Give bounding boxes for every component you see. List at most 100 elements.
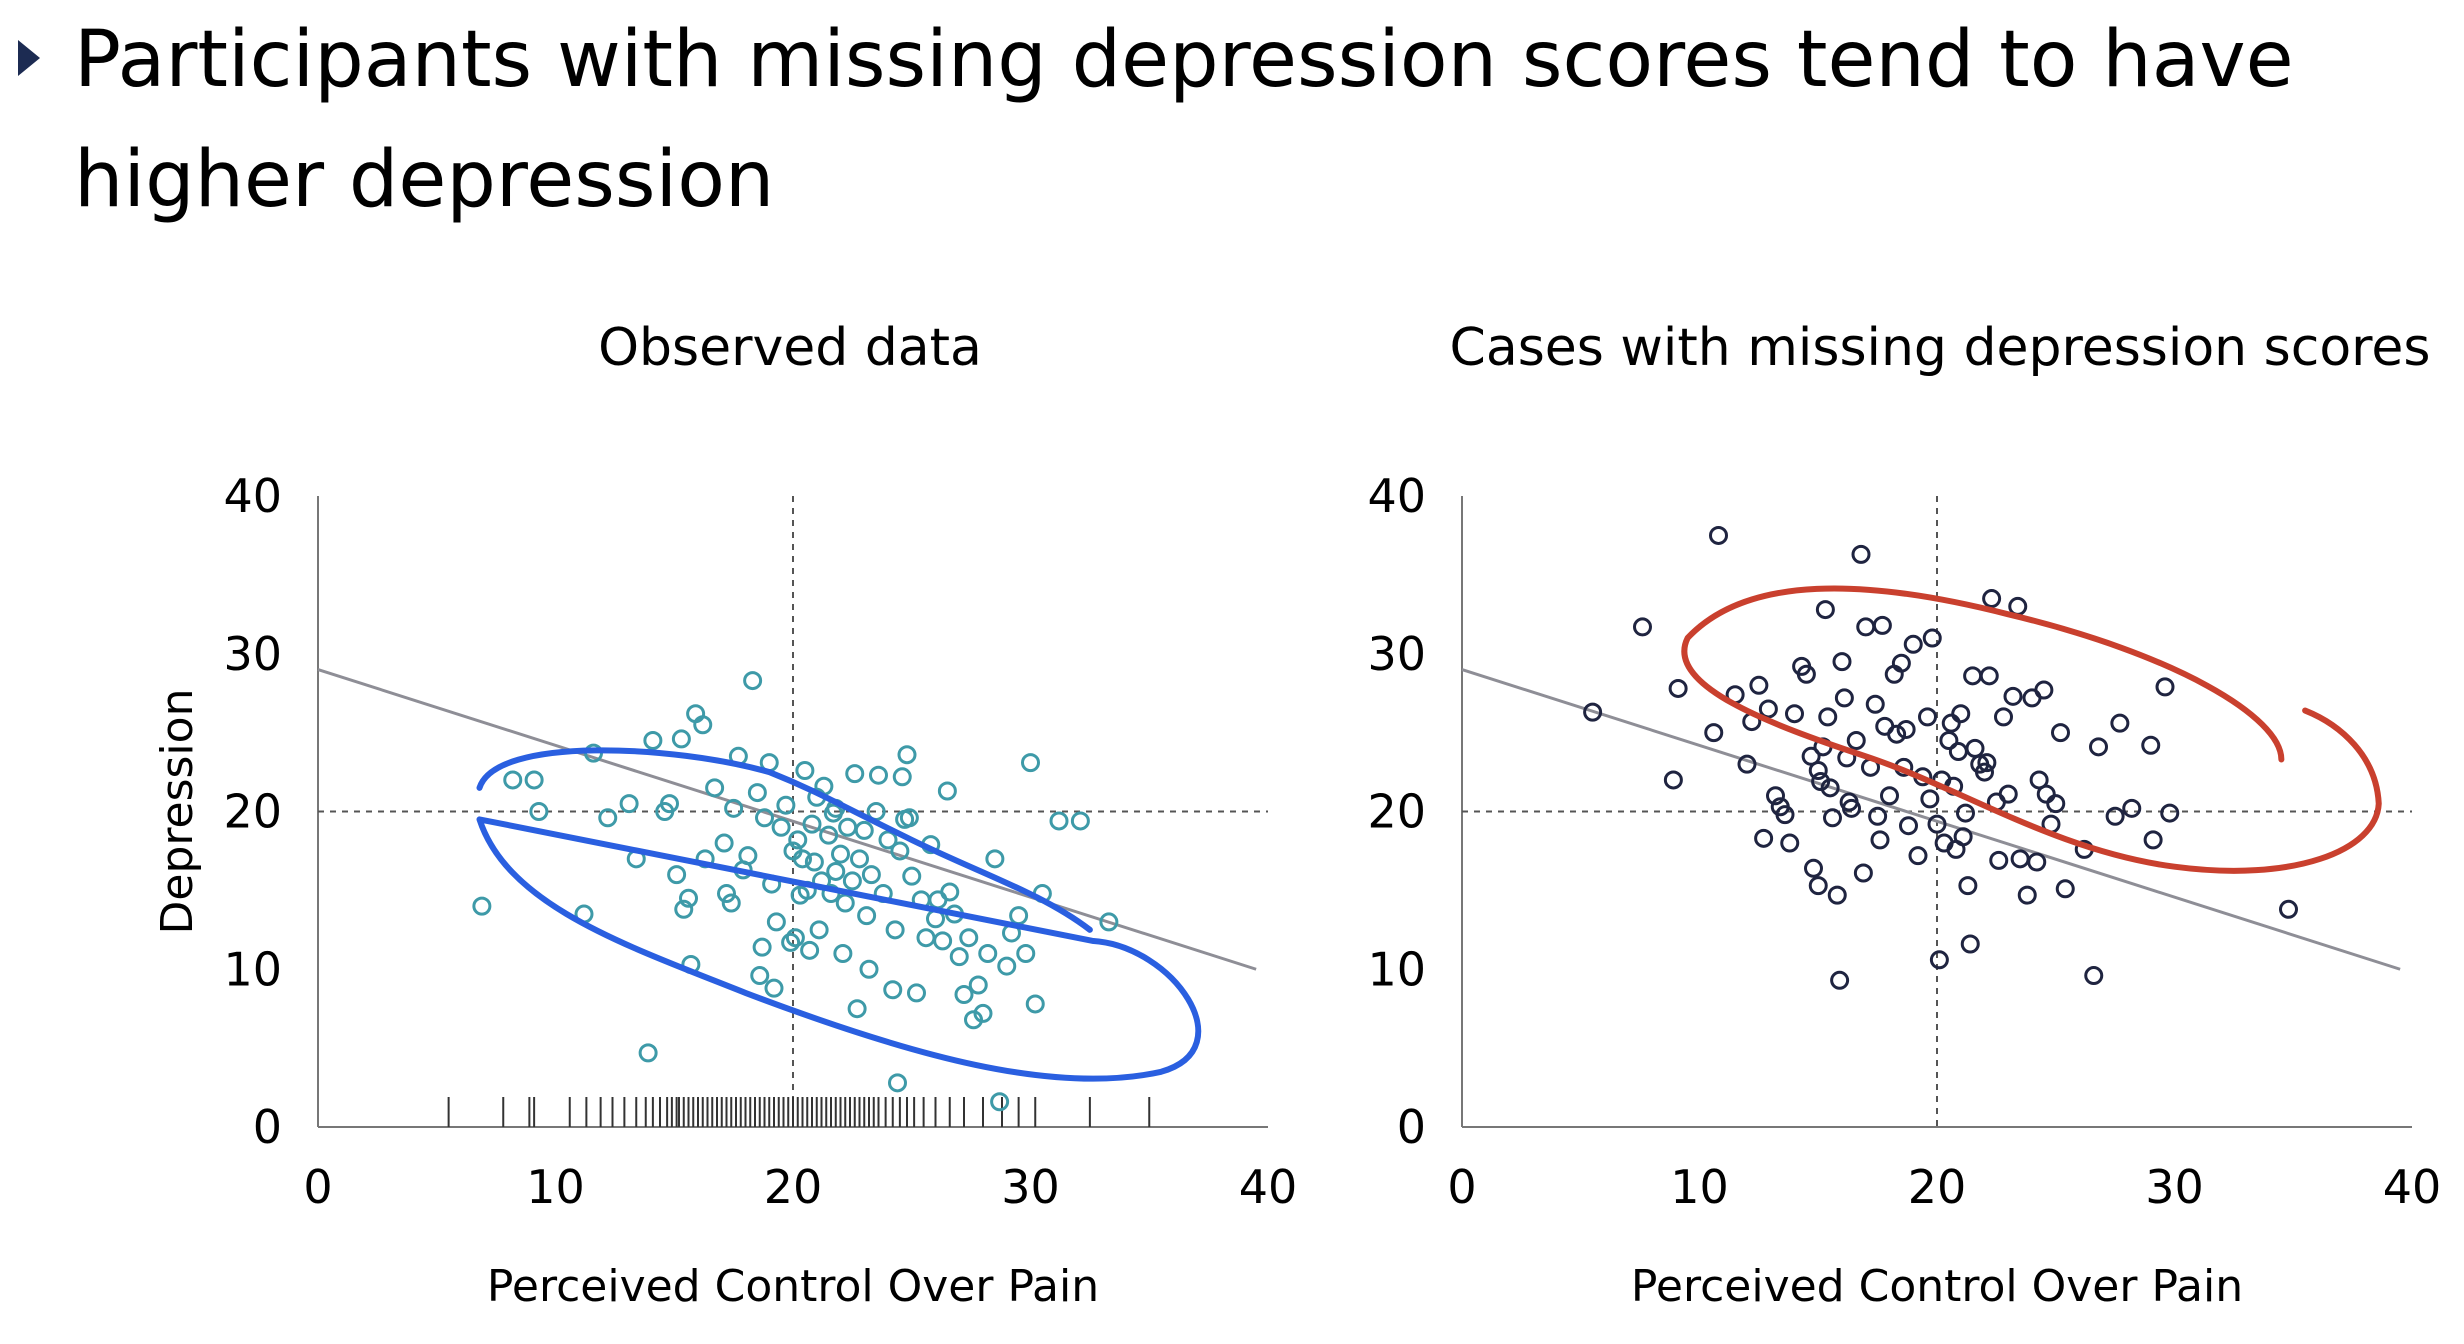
data-point xyxy=(907,983,926,1003)
data-point xyxy=(619,794,639,814)
data-point xyxy=(804,852,824,872)
data-point xyxy=(764,978,784,998)
data-point xyxy=(1818,707,1838,727)
data-point xyxy=(1960,934,1980,954)
data-point xyxy=(2017,885,2037,905)
data-point xyxy=(2034,680,2054,700)
data-point xyxy=(842,871,862,891)
data-point xyxy=(2122,798,2142,818)
data-point xyxy=(1804,858,1823,878)
data-point xyxy=(1963,666,1983,686)
data-point xyxy=(721,893,741,913)
data-point xyxy=(1908,846,1928,866)
data-point xyxy=(1704,723,1724,743)
data-point xyxy=(795,760,815,780)
data-point xyxy=(883,980,903,1000)
data-point xyxy=(2003,686,2023,706)
x-axis-label: Perceived Control Over Pain xyxy=(1631,1261,2243,1312)
data-point xyxy=(1811,772,1831,792)
data-point xyxy=(1827,885,1847,905)
x-tick-label: 30 xyxy=(2145,1160,2204,1214)
chart-title-observed: Observed data xyxy=(598,318,982,378)
data-point xyxy=(1820,778,1840,798)
data-point xyxy=(1775,805,1795,825)
data-point xyxy=(892,767,912,787)
data-point xyxy=(859,959,879,979)
data-point xyxy=(667,865,687,885)
data-point xyxy=(788,830,808,850)
data-point xyxy=(752,937,772,957)
data-point xyxy=(793,849,812,869)
annotation-ellipse-observed xyxy=(476,747,1202,1082)
data-point xyxy=(1796,664,1816,684)
data-point xyxy=(2141,735,2161,755)
chart-title-missing: Cases with missing depression scores xyxy=(1449,318,2431,378)
data-point xyxy=(1989,850,2009,870)
data-point xyxy=(679,888,698,908)
triangle-right-icon xyxy=(18,40,40,76)
data-point xyxy=(1785,704,1804,724)
data-point xyxy=(1668,678,1688,698)
data-point xyxy=(693,715,713,735)
data-point xyxy=(1899,816,1918,836)
data-point xyxy=(2046,794,2066,814)
data-point xyxy=(1920,789,1940,809)
data-point xyxy=(1737,754,1757,774)
data-point xyxy=(959,928,979,948)
data-point xyxy=(854,820,874,840)
data-point xyxy=(747,783,767,803)
data-point xyxy=(902,866,922,886)
data-point xyxy=(897,745,917,765)
data-point xyxy=(2155,677,2175,697)
data-point xyxy=(878,830,898,850)
x-tick-label: 40 xyxy=(2383,1160,2442,1214)
data-point xyxy=(819,825,839,845)
data-point xyxy=(785,928,805,948)
data-point xyxy=(1994,707,2013,727)
data-point xyxy=(1846,731,1866,751)
y-tick-label: 30 xyxy=(1367,627,1426,681)
data-point xyxy=(714,833,734,853)
x-axis-label: Perceived Control Over Pain xyxy=(487,1261,1099,1312)
data-point xyxy=(2036,784,2056,804)
data-point xyxy=(1749,675,1769,695)
data-point xyxy=(1998,784,2018,804)
data-point xyxy=(1758,699,1778,719)
data-point xyxy=(869,765,888,785)
y-tick-label: 10 xyxy=(1367,942,1426,996)
x-tick-label: 20 xyxy=(1908,1160,1967,1214)
data-point xyxy=(1918,707,1937,727)
data-point xyxy=(1927,814,1947,834)
data-point xyxy=(738,846,758,866)
x-tick-label: 40 xyxy=(1239,1160,1298,1214)
data-point xyxy=(1982,589,2002,609)
data-point xyxy=(717,884,736,904)
data-point xyxy=(885,920,905,940)
data-point xyxy=(1880,786,1899,806)
data-point xyxy=(1865,694,1885,714)
data-point xyxy=(861,865,881,885)
data-point xyxy=(2084,966,2104,986)
data-point xyxy=(1965,738,1985,758)
data-point xyxy=(598,808,618,828)
data-point xyxy=(826,861,846,881)
data-point xyxy=(2089,737,2108,757)
data-point xyxy=(2143,830,2163,850)
data-point xyxy=(2008,596,2028,616)
x-tick-label: 0 xyxy=(1447,1160,1476,1214)
data-point xyxy=(2051,723,2070,743)
data-point xyxy=(949,947,969,967)
data-point xyxy=(937,781,957,801)
data-point xyxy=(705,778,725,798)
x-tick-label: 10 xyxy=(1670,1160,1729,1214)
data-point xyxy=(1633,617,1652,637)
data-point xyxy=(2027,852,2047,872)
data-point xyxy=(845,764,865,784)
data-point xyxy=(1948,742,1968,762)
y-tick-label: 10 xyxy=(223,942,282,996)
data-point xyxy=(660,794,679,814)
data-point xyxy=(1887,724,1907,744)
slide-title-text: Participants with missing depression sco… xyxy=(74,15,2294,225)
data-point xyxy=(1856,617,1876,637)
data-point xyxy=(2010,849,2030,869)
